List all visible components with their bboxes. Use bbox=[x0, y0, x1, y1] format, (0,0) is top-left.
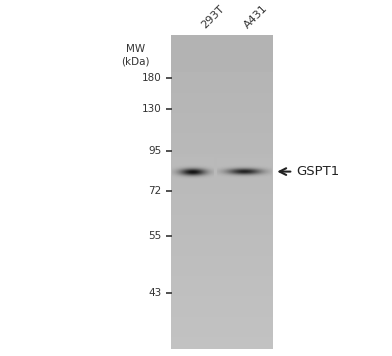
Text: 180: 180 bbox=[142, 73, 162, 83]
Text: 95: 95 bbox=[148, 146, 162, 156]
Text: MW
(kDa): MW (kDa) bbox=[121, 44, 149, 66]
Text: 293T: 293T bbox=[199, 4, 226, 30]
Text: 72: 72 bbox=[148, 186, 162, 196]
Text: 43: 43 bbox=[148, 288, 162, 298]
Text: 130: 130 bbox=[142, 104, 162, 114]
Text: 55: 55 bbox=[148, 231, 162, 241]
Text: GSPT1: GSPT1 bbox=[296, 165, 339, 178]
Text: A431: A431 bbox=[242, 3, 270, 30]
